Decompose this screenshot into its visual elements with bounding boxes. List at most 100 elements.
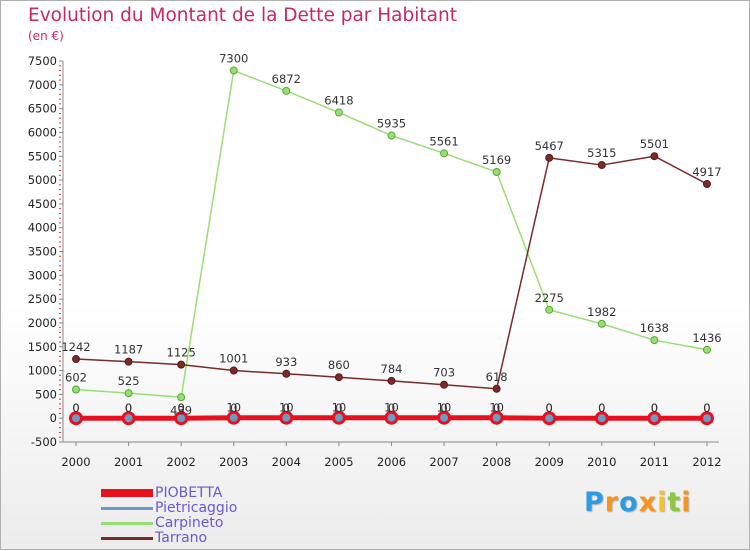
data-label-pietricaggio: 0 bbox=[493, 401, 500, 415]
x-tick-label: 2003 bbox=[219, 455, 248, 469]
x-tick-label: 2001 bbox=[114, 455, 143, 469]
logo-letter: P bbox=[584, 487, 605, 518]
data-label-tarrano: 1125 bbox=[167, 346, 196, 360]
data-point-tarrano bbox=[388, 377, 395, 384]
data-point-carpineto bbox=[388, 132, 395, 139]
legend-swatch-carpineto bbox=[101, 522, 153, 525]
y-tick-label: 4000 bbox=[28, 221, 57, 235]
data-label-carpineto: 602 bbox=[65, 371, 87, 385]
legend-label-pietricaggio: Pietricaggio bbox=[155, 500, 237, 516]
data-label-carpineto: 2275 bbox=[535, 291, 564, 305]
data-point-tarrano bbox=[73, 356, 80, 363]
y-tick-label: 5500 bbox=[28, 149, 57, 163]
x-tick-label: 2007 bbox=[429, 455, 458, 469]
data-label-tarrano: 860 bbox=[328, 358, 350, 372]
legend-swatch-pietricaggio bbox=[101, 507, 153, 510]
y-tick-label: 0 bbox=[50, 411, 57, 425]
data-label-tarrano: 618 bbox=[486, 370, 508, 384]
legend-swatch-tarrano bbox=[101, 537, 153, 540]
y-tick-label: 4500 bbox=[28, 197, 57, 211]
data-point-tarrano bbox=[703, 181, 710, 188]
data-label-carpineto: 5561 bbox=[429, 134, 458, 148]
data-label-carpineto: 5169 bbox=[482, 153, 511, 167]
data-label-pietricaggio: 0 bbox=[651, 401, 658, 415]
data-label-pietricaggio: 0 bbox=[125, 401, 132, 415]
data-label-tarrano: 933 bbox=[275, 355, 297, 369]
x-tick-label: 2002 bbox=[167, 455, 196, 469]
data-point-tarrano bbox=[178, 361, 185, 368]
data-point-tarrano bbox=[230, 367, 237, 374]
data-label-tarrano: 4917 bbox=[692, 165, 721, 179]
legend-label-carpineto: Carpineto bbox=[155, 515, 223, 531]
data-label-carpineto: 1436 bbox=[692, 331, 721, 345]
data-point-tarrano bbox=[598, 162, 605, 169]
logo-letter: t bbox=[667, 487, 681, 518]
data-label-pietricaggio: 0 bbox=[335, 401, 342, 415]
data-point-carpineto bbox=[546, 306, 553, 313]
proxiti-logo: Proxiti bbox=[584, 487, 692, 518]
data-point-carpineto bbox=[73, 386, 80, 393]
data-point-carpineto bbox=[703, 346, 710, 353]
data-point-tarrano bbox=[546, 154, 553, 161]
data-label-pietricaggio: 0 bbox=[598, 401, 605, 415]
x-tick-label: 2009 bbox=[535, 455, 564, 469]
data-point-tarrano bbox=[125, 358, 132, 365]
y-tick-label: 1500 bbox=[28, 340, 57, 354]
data-label-carpineto: 7300 bbox=[219, 52, 248, 66]
logo-letter: i bbox=[657, 487, 667, 518]
data-point-carpineto bbox=[178, 394, 185, 401]
data-label-pietricaggio: 0 bbox=[546, 401, 553, 415]
data-point-carpineto bbox=[441, 150, 448, 157]
y-tick-label: 7500 bbox=[28, 54, 57, 68]
data-point-carpineto bbox=[230, 67, 237, 74]
y-tick-label: 2000 bbox=[28, 316, 57, 330]
legend-swatch-piobetta bbox=[101, 489, 153, 497]
y-tick-label: 1000 bbox=[28, 364, 57, 378]
data-label-tarrano: 1187 bbox=[114, 343, 143, 357]
data-point-carpineto bbox=[125, 390, 132, 397]
data-point-tarrano bbox=[441, 381, 448, 388]
data-label-tarrano: 5501 bbox=[640, 137, 669, 151]
legend-label-tarrano: Tarrano bbox=[155, 530, 207, 546]
logo-letter: r bbox=[605, 487, 619, 518]
data-label-tarrano: 703 bbox=[433, 366, 455, 380]
data-point-tarrano bbox=[283, 370, 290, 377]
data-label-tarrano: 5315 bbox=[587, 146, 616, 160]
data-label-carpineto: 1638 bbox=[640, 321, 669, 335]
x-tick-label: 2008 bbox=[482, 455, 511, 469]
data-label-carpineto: 5935 bbox=[377, 117, 406, 131]
logo-letter: x bbox=[639, 487, 657, 518]
y-tick-label: 500 bbox=[35, 387, 57, 401]
data-point-tarrano bbox=[335, 374, 342, 381]
data-point-tarrano bbox=[493, 385, 500, 392]
x-tick-label: 2010 bbox=[587, 455, 616, 469]
y-tick-label: 3500 bbox=[28, 245, 57, 259]
data-label-pietricaggio: 0 bbox=[230, 401, 237, 415]
data-label-pietricaggio: 0 bbox=[388, 401, 395, 415]
data-label-carpineto: 6872 bbox=[272, 72, 301, 86]
x-tick-label: 2012 bbox=[692, 455, 721, 469]
y-tick-label: 7000 bbox=[28, 78, 57, 92]
y-tick-label: 6500 bbox=[28, 102, 57, 116]
x-tick-label: 2006 bbox=[377, 455, 406, 469]
data-point-carpineto bbox=[493, 169, 500, 176]
data-point-carpineto bbox=[598, 320, 605, 327]
y-tick-label: 6000 bbox=[28, 125, 57, 139]
logo-letter: i bbox=[681, 487, 691, 518]
x-tick-label: 2004 bbox=[272, 455, 301, 469]
legend-label-piobetta: PIOBETTA bbox=[155, 485, 222, 501]
logo-letter: o bbox=[619, 487, 639, 518]
data-point-carpineto bbox=[283, 87, 290, 94]
data-label-pietricaggio: 0 bbox=[703, 401, 710, 415]
data-label-pietricaggio: 0 bbox=[283, 401, 290, 415]
y-tick-label: -500 bbox=[31, 435, 57, 449]
data-label-carpineto: 1982 bbox=[587, 305, 616, 319]
data-label-tarrano: 1242 bbox=[61, 340, 90, 354]
y-tick-label: 5000 bbox=[28, 173, 57, 187]
data-point-carpineto bbox=[651, 337, 658, 344]
data-point-tarrano bbox=[651, 153, 658, 160]
data-label-pietricaggio: 0 bbox=[72, 401, 79, 415]
y-tick-label: 3000 bbox=[28, 268, 57, 282]
